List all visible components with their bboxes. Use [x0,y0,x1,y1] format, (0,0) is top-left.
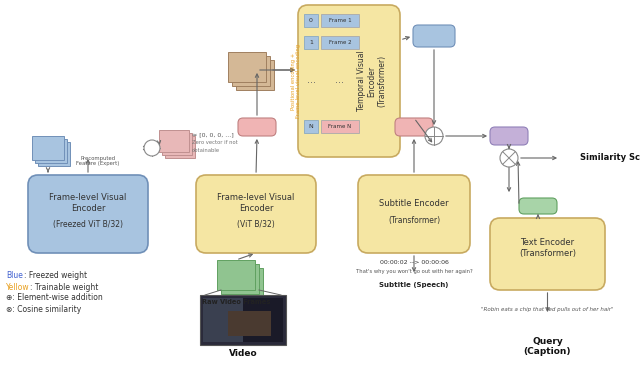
Text: 1: 1 [309,40,313,45]
Text: (Caption): (Caption) [524,347,572,356]
Bar [321,36,359,49]
Bar [162,133,192,155]
Text: N: N [308,124,314,129]
Text: : Freezed weight: : Freezed weight [24,272,87,280]
Text: Blue: Blue [6,272,23,280]
Text: Frame 2: Frame 2 [329,40,351,45]
Bar [221,264,259,294]
Text: Temporal Visual
Encoder
(Transformer): Temporal Visual Encoder (Transformer) [356,51,387,111]
FancyBboxPatch shape [358,175,470,253]
Text: Subtitle (Speech): Subtitle (Speech) [380,282,449,288]
Text: ⊗: Cosine similarity: ⊗: Cosine similarity [6,305,81,314]
Text: (ViT B/32): (ViT B/32) [237,220,275,229]
Bar [228,52,266,82]
Bar [304,14,318,27]
Text: Positional encoding +
Frame-level visual encoding: Positional encoding + Frame-level visual… [291,44,301,118]
FancyBboxPatch shape [490,218,605,290]
Text: "Robin eats a chip that Ted pulls out of her hair": "Robin eats a chip that Ted pulls out of… [481,307,614,313]
Bar [304,36,318,49]
Circle shape [500,149,518,167]
FancyBboxPatch shape [298,5,400,157]
Bar [228,311,271,336]
Text: Frame-level Visual
Encoder: Frame-level Visual Encoder [218,193,294,213]
Bar [32,136,64,160]
Text: 00:00:02 --> 00:00:06: 00:00:02 --> 00:00:06 [380,259,449,265]
Text: Query: Query [532,337,563,347]
Bar [304,120,318,133]
Text: obtainable: obtainable [192,147,220,153]
FancyBboxPatch shape [395,118,433,136]
Bar [38,142,70,166]
Text: ...: ... [307,75,316,85]
Bar [232,56,270,86]
Text: Video: Video [228,348,257,358]
Circle shape [144,140,160,156]
Bar [35,139,67,163]
Bar [321,14,359,27]
Bar [200,295,286,345]
Text: Frame-level Visual
Encoder: Frame-level Visual Encoder [49,193,127,213]
Bar [165,136,195,158]
Text: (Freezed ViT B/32): (Freezed ViT B/32) [53,220,123,229]
FancyBboxPatch shape [490,127,528,145]
Text: Precomputed
Feature (Expert): Precomputed Feature (Expert) [76,156,120,167]
Text: Frame 1: Frame 1 [329,18,351,23]
Text: ⊕: Element-wise addition: ⊕: Element-wise addition [6,294,103,303]
FancyBboxPatch shape [238,118,276,136]
Text: 0: 0 [309,18,313,23]
Text: Subtitle Encoder: Subtitle Encoder [379,198,449,208]
Text: Zero vector if not: Zero vector if not [192,141,237,146]
Text: Raw Video Frames: Raw Video Frames [202,299,270,305]
Bar [203,298,243,342]
Text: Similarity Score: Similarity Score [580,153,640,163]
Bar [159,130,189,152]
FancyBboxPatch shape [519,198,557,214]
FancyBboxPatch shape [196,175,316,253]
FancyBboxPatch shape [413,25,455,47]
Bar [203,298,283,342]
Bar [217,260,255,290]
Text: ≈ [0, 0, 0, ...]: ≈ [0, 0, 0, ...] [192,132,234,138]
Text: (Transformer): (Transformer) [388,216,440,224]
Text: ...: ... [335,75,344,85]
Bar [321,120,359,133]
Bar [236,60,274,90]
FancyBboxPatch shape [28,175,148,253]
Text: Frame N: Frame N [328,124,351,129]
Text: : Trainable weight: : Trainable weight [30,283,99,291]
Text: That's why you won't go out with her again?: That's why you won't go out with her aga… [356,269,472,274]
Text: Text Encoder
(Transformer): Text Encoder (Transformer) [519,238,576,258]
Bar [225,268,263,298]
Text: Yellow: Yellow [6,283,29,291]
Circle shape [425,127,443,145]
